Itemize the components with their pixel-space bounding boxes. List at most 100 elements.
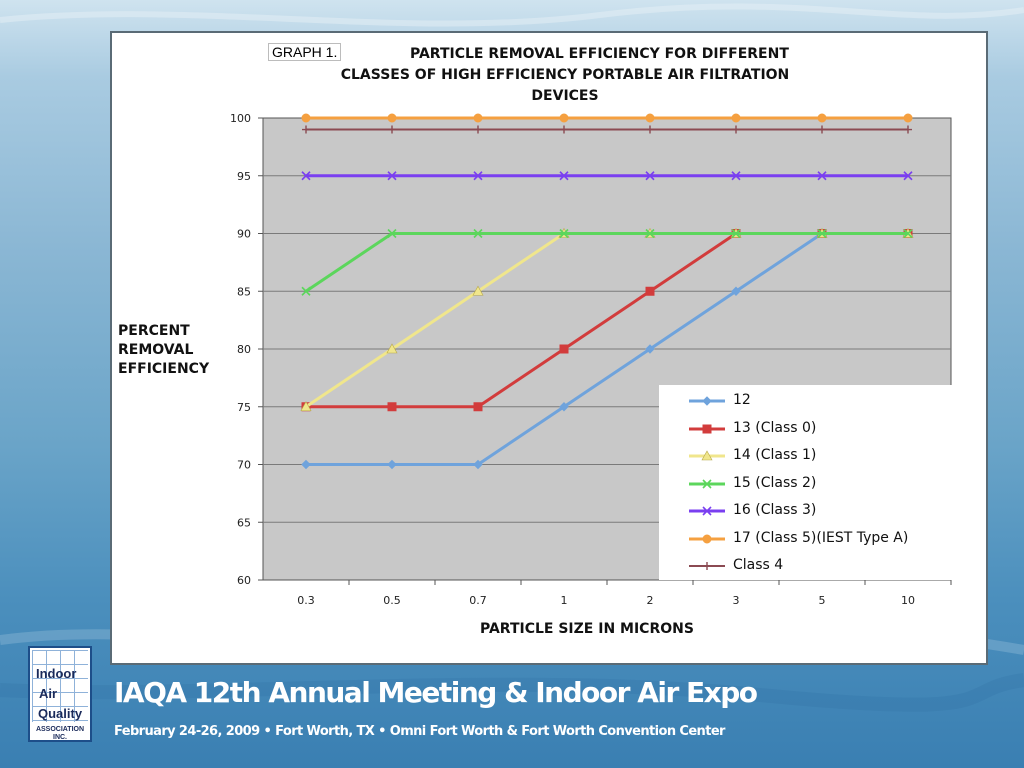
iaqa-logo: Indoor Air Quality ASSOCIATION INC.: [28, 646, 92, 742]
data-point: [301, 459, 311, 470]
event-subtitle: February 24-26, 2009 • Fort Worth, TX • …: [114, 724, 725, 739]
series-line: [306, 232, 908, 466]
y-tick-label: 85: [237, 285, 251, 298]
data-point: [732, 125, 740, 134]
legend-swatch: [689, 450, 725, 461]
data-point: [387, 228, 397, 239]
legend-label: 14 (Class 1): [733, 447, 817, 463]
y-axis-label-line: PERCENT: [118, 323, 190, 339]
legend-swatch: [689, 534, 725, 543]
data-point: [473, 171, 483, 181]
legend-label: Class 4: [733, 557, 784, 573]
data-point: [731, 286, 741, 296]
legend-item: 12: [659, 389, 963, 413]
x-axis-label: PARTICLE SIZE IN MICRONS: [480, 621, 694, 637]
logo-association: ASSOCIATION INC.: [30, 726, 90, 742]
data-point: [645, 344, 655, 354]
x-tick-label: 10: [901, 594, 915, 607]
y-tick-label: 65: [237, 516, 251, 529]
y-tick-label: 100: [230, 112, 251, 125]
y-tick-label: 90: [237, 228, 251, 241]
y-tick-label: 95: [237, 170, 251, 183]
data-point: [645, 286, 655, 296]
chart-title-line: PARTICLE REMOVAL EFFICIENCY FOR DIFFEREN…: [410, 46, 789, 62]
data-point: [473, 459, 483, 470]
legend-label: 17 (Class 5)(IEST Type A): [733, 529, 909, 546]
x-tick-label: 2: [647, 594, 654, 607]
legend-item: Class 4: [659, 554, 963, 578]
x-tick-label: 0.7: [469, 594, 487, 607]
y-tick-label: 60: [237, 574, 251, 587]
data-point: [817, 113, 827, 123]
data-point: [818, 125, 826, 134]
logo-word-indoor: Indoor: [36, 666, 77, 681]
y-axis-label-line: REMOVAL: [118, 342, 194, 358]
data-point: [817, 228, 827, 239]
logo-grid: [32, 650, 88, 722]
chart-title-line: DEVICES: [531, 88, 599, 104]
data-point: [301, 113, 311, 123]
x-tick-label: 5: [819, 594, 826, 607]
data-point: [645, 171, 655, 181]
legend-swatch-marker: [702, 506, 712, 516]
data-point: [903, 171, 913, 181]
legend-label: 16 (Class 3): [733, 502, 817, 518]
data-point: [817, 171, 827, 181]
legend-swatch: [689, 562, 725, 570]
legend-swatch-marker: [702, 534, 712, 543]
legend-item: 16 (Class 3): [659, 499, 963, 523]
data-point: [473, 113, 483, 123]
chart-title: PARTICLE REMOVAL EFFICIENCY FOR DIFFEREN…: [260, 44, 870, 107]
data-point: [903, 113, 913, 123]
chart-legend: 12 13 (Class 0) 14 (Class 1) 15 (Class 2) 16…: [659, 385, 963, 580]
data-point: [559, 171, 569, 181]
data-point: [472, 285, 484, 296]
data-point: [903, 228, 913, 239]
graph-number-label: GRAPH 1.: [268, 43, 342, 61]
legend-item: 15 (Class 2): [659, 472, 963, 496]
event-title: IAQA 12th Annual Meeting & Indoor Air Ex…: [114, 676, 758, 709]
legend-swatch: [689, 396, 725, 406]
data-point: [559, 228, 569, 239]
legend-swatch: [689, 478, 725, 489]
data-point: [301, 171, 311, 181]
y-tick-label: 75: [237, 401, 251, 414]
legend-swatch: [689, 424, 725, 433]
legend-item: 17 (Class 5)(IEST Type A): [659, 527, 963, 551]
data-point: [387, 459, 397, 470]
data-point: [560, 125, 568, 134]
data-point: [645, 113, 655, 123]
legend-swatch-marker: [702, 478, 712, 489]
x-tick-label: 0.5: [383, 594, 401, 607]
legend-item: 14 (Class 1): [659, 444, 963, 468]
series-line: [305, 232, 908, 293]
data-point: [301, 286, 311, 296]
data-point: [646, 125, 654, 134]
data-point: [473, 402, 483, 412]
data-point: [474, 125, 482, 134]
data-point: [387, 171, 397, 181]
data-point: [387, 402, 397, 412]
legend-item: 13 (Class 0): [659, 417, 963, 441]
data-point: [388, 125, 396, 134]
legend-swatch-marker: [702, 396, 712, 406]
legend-label: 13 (Class 0): [733, 419, 817, 436]
data-point: [731, 113, 741, 123]
x-tick-label: 0.3: [297, 594, 315, 607]
data-point: [300, 401, 312, 412]
logo-association-line: ASSOCIATION: [35, 726, 85, 733]
legend-swatch: [689, 506, 725, 516]
data-point: [904, 125, 912, 134]
data-point: [731, 228, 741, 239]
y-axis-label-line: EFFICIENCY: [118, 361, 210, 377]
data-point: [386, 343, 398, 354]
y-tick-label: 70: [237, 459, 251, 472]
legend-swatch-marker: [702, 424, 712, 433]
data-point: [559, 113, 569, 123]
legend-swatch-marker: [701, 450, 713, 461]
data-point: [473, 228, 483, 239]
data-point: [559, 344, 569, 354]
legend-label: 15 (Class 2): [733, 474, 817, 491]
y-axis-label: PERCENT REMOVAL EFFICIENCY: [118, 322, 246, 379]
